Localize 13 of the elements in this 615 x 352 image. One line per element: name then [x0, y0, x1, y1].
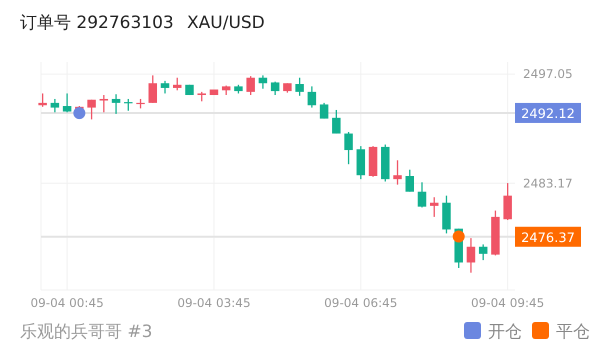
ref-line-label: 2476.37	[521, 230, 575, 246]
y-tick-label: 2483.17	[523, 176, 573, 190]
ref-line-label: 2492.12	[521, 106, 575, 122]
annotation: 乐观的兵哥哥 #3	[20, 322, 152, 342]
legend-label: 平仓	[556, 322, 590, 342]
y-tick-label: 2497.05	[523, 67, 573, 82]
x-tick-label: 09-04 03:45	[177, 296, 251, 310]
x-tick-label: 09-04 09:45	[471, 296, 544, 310]
title: 订单号 292763103	[20, 13, 174, 33]
x-tick-label: 09-04 06:45	[324, 296, 398, 310]
subtitle: XAU/USD	[187, 13, 265, 33]
x-tick-label: 09-04 00:45	[30, 296, 104, 310]
legend-label: 开仓	[488, 322, 522, 342]
